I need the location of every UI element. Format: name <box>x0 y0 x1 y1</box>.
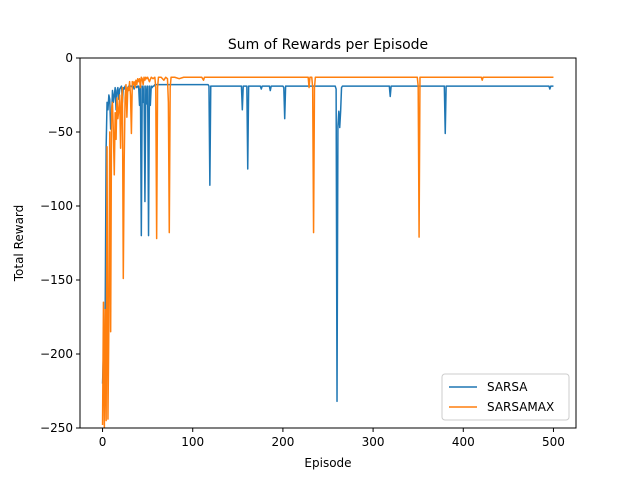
y-tick-label: −100 <box>40 199 73 213</box>
y-tick-label: 0 <box>65 51 73 65</box>
x-tick-label: 400 <box>452 435 475 449</box>
x-tick-label: 0 <box>99 435 107 449</box>
legend: SARSA SARSAMAX <box>441 373 570 421</box>
x-tick-label: 100 <box>181 435 204 449</box>
chart-title: Sum of Rewards per Episode <box>228 37 428 53</box>
y-axis: 0 −50 −100 −150 −200 −250 <box>40 51 80 435</box>
series-layer <box>101 76 554 428</box>
x-tick-label: 300 <box>362 435 385 449</box>
x-tick-label: 200 <box>271 435 294 449</box>
x-axis-label: Episode <box>304 456 351 470</box>
legend-label-sarsa: SARSA <box>487 380 528 394</box>
plot-frame <box>79 57 577 429</box>
y-tick-label: −200 <box>40 347 73 361</box>
y-tick-label: −50 <box>48 125 73 139</box>
y-axis-label: Total Reward <box>12 205 26 283</box>
legend-box <box>441 373 570 421</box>
y-tick-label: −250 <box>40 421 73 435</box>
y-tick-label: −150 <box>40 273 73 287</box>
x-axis: 0 100 200 300 400 500 <box>99 428 565 449</box>
x-tick-label: 500 <box>542 435 565 449</box>
series-line-sarsamax <box>101 76 554 428</box>
legend-label-sarsamax: SARSAMAX <box>487 400 554 414</box>
